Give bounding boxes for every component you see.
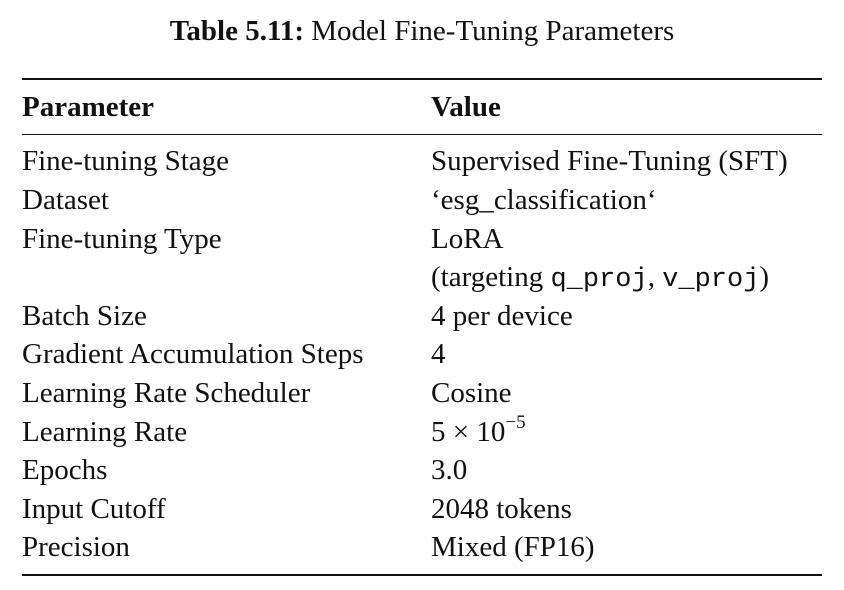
- row-value: Supervised Fine-Tuning (SFT): [431, 145, 788, 177]
- row-parameter: Gradient Accumulation Steps: [22, 338, 364, 370]
- value-exponent: −5: [505, 412, 526, 433]
- header-parameter: Parameter: [22, 91, 155, 123]
- table-caption-label: Table 5.11:: [169, 15, 305, 47]
- row-value: 4 per device: [431, 300, 573, 332]
- value-base: 5 × 10: [431, 416, 506, 448]
- row-value: LoRA: [431, 223, 504, 255]
- row-parameter: Input Cutoff: [22, 493, 166, 525]
- row-value: 4: [431, 338, 446, 370]
- row-parameter: Learning Rate: [22, 416, 188, 448]
- row-parameter: Epochs: [22, 454, 108, 486]
- row-parameter: Fine-tuning Stage: [22, 145, 230, 177]
- row-parameter: Fine-tuning Type: [22, 223, 222, 255]
- table-caption-title: Model Fine-Tuning Parameters: [311, 15, 675, 47]
- table-caption: Table 5.11: Model Fine-Tuning Parameters: [0, 10, 844, 52]
- row-parameter: Batch Size: [22, 300, 147, 332]
- value-separator: ,: [647, 261, 663, 293]
- top-rule: [22, 78, 822, 80]
- row-value-continuation: (targeting q_proj, v_proj): [431, 259, 769, 298]
- row-value: 3.0: [431, 454, 468, 486]
- row-parameter: Learning Rate Scheduler: [22, 377, 311, 409]
- row-value: 2048 tokens: [431, 493, 572, 525]
- bottom-rule: [22, 574, 822, 576]
- row-parameter: Precision: [22, 531, 130, 563]
- row-parameter: Dataset: [22, 184, 109, 216]
- code-v-proj: v_proj: [662, 265, 760, 295]
- value-text-suffix: ): [759, 261, 770, 293]
- row-value: Cosine: [431, 377, 512, 409]
- value-text-prefix: (targeting: [431, 261, 551, 293]
- code-q-proj: q_proj: [550, 265, 648, 295]
- header-value: Value: [431, 91, 501, 123]
- header-rule: [22, 134, 822, 135]
- row-value: 5 × 10−5: [431, 412, 526, 450]
- row-value: Mixed (FP16): [431, 531, 595, 563]
- row-value: ‘esg_classification‘: [431, 184, 657, 216]
